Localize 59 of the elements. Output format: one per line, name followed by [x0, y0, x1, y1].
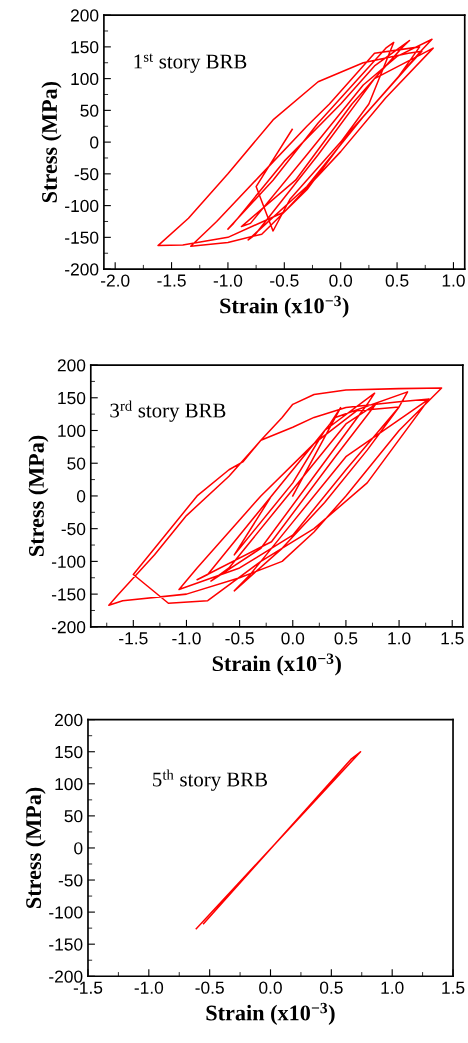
x-tick-label: 1.0 [388, 632, 411, 645]
x-tick-label: -1.0 [213, 274, 243, 287]
y-tick-label: 200 [55, 713, 83, 727]
x-tick-label: 1.0 [442, 274, 465, 287]
y-tick-label: -100 [51, 555, 86, 568]
x-tick-label: -1.0 [134, 981, 164, 994]
y-tick-label: 200 [57, 359, 86, 372]
x-tick-label: 0.0 [329, 274, 353, 287]
x-tick-label: -1.5 [157, 274, 186, 287]
y-tick-label: 150 [55, 745, 83, 759]
y-tick-label: 50 [67, 457, 86, 470]
y-tick-label: -50 [74, 168, 99, 181]
x-axis-title: Strain (x10$^{−3}$) [206, 1002, 335, 1026]
y-tick-label: -50 [58, 874, 83, 887]
x-tick-label: -1.5 [119, 632, 148, 645]
y-tick-label: 50 [64, 810, 83, 823]
y-tick-label: 50 [80, 104, 99, 117]
x-tick-label: 0.5 [334, 632, 358, 645]
y-tick-label: 200 [70, 9, 99, 22]
y-axis-title: Stress (MPa) [41, 81, 62, 203]
x-tick-label: 1.0 [381, 981, 404, 994]
x-tick-label: -2.0 [100, 274, 130, 287]
y-axis-title: Stress (MPa) [28, 435, 49, 556]
x-axis-title: Strain (x10$^{−3}$) [220, 295, 349, 318]
y-tick-label: 150 [71, 41, 99, 54]
x-tick-label: 0.5 [385, 274, 409, 287]
x-tick-label: -0.5 [225, 632, 254, 645]
y-tick-label: -200 [65, 263, 99, 276]
line-series [108, 387, 443, 607]
y-tick-label: -200 [49, 970, 83, 983]
x-tick-label: 0.0 [259, 981, 282, 994]
y-tick-label: -100 [65, 199, 99, 213]
x-tick-label: -0.5 [195, 981, 224, 994]
x-tick-label: 0.0 [281, 632, 305, 645]
y-tick-label: -50 [61, 522, 86, 536]
x-tick-label: -1.5 [73, 981, 103, 994]
y-tick-label: 100 [55, 777, 83, 791]
y-tick-label: -150 [49, 938, 83, 951]
y-tick-label: -150 [65, 231, 99, 244]
y-tick-label: -200 [51, 621, 86, 634]
y-tick-label: 0 [74, 842, 83, 855]
y-tick-label: -100 [49, 906, 83, 919]
y-tick-label: 100 [71, 72, 99, 86]
x-tick-label: 1.5 [442, 981, 465, 994]
x-tick-label: -0.5 [270, 274, 299, 287]
x-tick-label: 0.5 [319, 981, 343, 994]
x-tick-label: -1.0 [172, 632, 201, 645]
y-axis-title: Stress (MPa) [25, 787, 46, 908]
y-tick-label: -150 [51, 588, 86, 601]
annotation: 1$^{st}$ story BRB [134, 53, 247, 73]
y-tick-label: 150 [58, 391, 86, 405]
annotation: 5$^{th}$ story BRB [153, 769, 268, 791]
x-axis-title: Strain (x10$^{−3}$) [212, 653, 341, 676]
y-tick-label: 0 [76, 490, 86, 503]
line-series [157, 38, 434, 248]
y-tick-label: 100 [58, 424, 86, 437]
y-tick-label: 0 [90, 136, 99, 149]
annotation: 3$^{rd}$ story BRB [110, 400, 226, 422]
x-tick-label: 1.5 [441, 632, 464, 645]
